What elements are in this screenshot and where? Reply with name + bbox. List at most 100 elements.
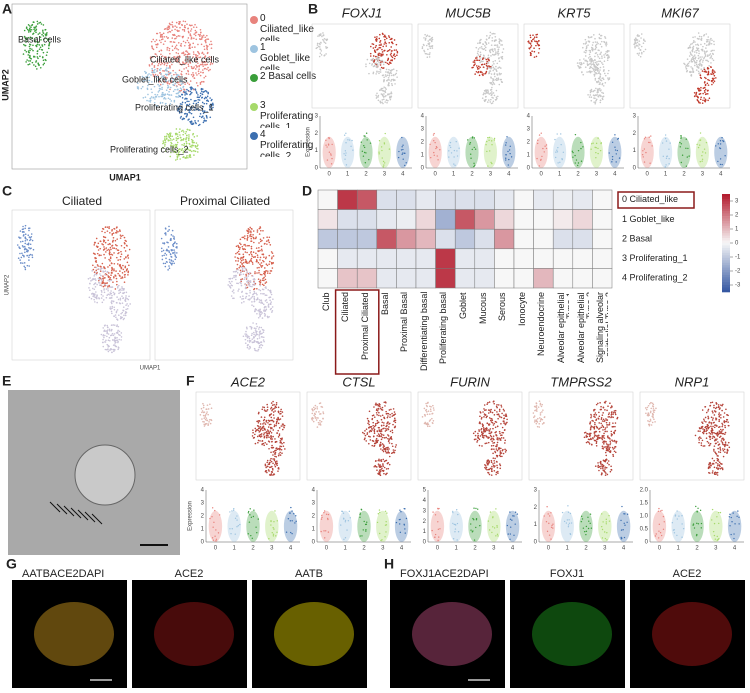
column-label: Alveolar epithelial Type 1: [557, 292, 569, 372]
cell-dot: [371, 429, 373, 431]
heatmap-cell: [338, 190, 358, 210]
cell-dot: [112, 254, 114, 256]
cell-dot: [271, 473, 273, 475]
cell-dot: [176, 52, 178, 54]
cell-dot: [700, 139, 701, 140]
cell-dot: [116, 337, 118, 339]
cell-dot: [380, 71, 382, 73]
cell-dot: [607, 73, 609, 75]
cell-dot: [253, 332, 255, 334]
cell-dot: [251, 248, 253, 250]
cell-dot: [540, 160, 541, 161]
cell-dot: [258, 317, 260, 319]
cell-dot: [479, 62, 481, 64]
cell-dot: [691, 71, 693, 73]
cell-dot: [600, 74, 602, 76]
cell-dot: [363, 145, 364, 146]
cell-dot: [18, 236, 20, 238]
cell-dot: [115, 316, 117, 318]
cell-dot: [557, 133, 558, 134]
cell-dot: [583, 58, 585, 60]
cell-dot: [698, 53, 700, 55]
cell-dot: [326, 38, 328, 40]
cell-dot: [253, 279, 255, 281]
cell-dot: [325, 53, 327, 55]
cell-dot: [498, 53, 500, 55]
cell-dot: [696, 144, 697, 145]
cell-dot: [279, 427, 281, 429]
cell-dot: [261, 299, 263, 301]
cell-dot: [595, 66, 597, 68]
cell-dot: [164, 94, 166, 96]
cell-dot: [119, 270, 121, 272]
cell-dot: [250, 259, 252, 261]
cell-dot: [125, 295, 127, 297]
cell-dot: [111, 311, 113, 313]
cell-dot: [252, 275, 254, 277]
cell-dot: [259, 285, 261, 287]
cell-dot: [403, 159, 404, 160]
cell-dot: [273, 255, 275, 257]
cell-dot: [578, 150, 579, 151]
cell-dot: [505, 154, 506, 155]
cell-dot: [487, 165, 488, 166]
cell-dot: [393, 55, 395, 57]
cell-dot: [641, 33, 643, 35]
cell-dot: [602, 92, 604, 94]
cell-dot: [640, 37, 642, 39]
cell-dot: [18, 257, 20, 259]
cell-dot: [43, 24, 45, 26]
cell-dot: [429, 39, 431, 41]
heatmap-cell: [553, 268, 573, 288]
cell-dot: [683, 63, 685, 65]
cell-dot: [322, 418, 324, 420]
cell-dot: [580, 148, 581, 149]
heatmap-cell: [357, 190, 377, 210]
cell-dot: [345, 150, 346, 151]
cell-dot: [699, 144, 700, 145]
cell-dot: [29, 25, 31, 27]
cell-dot: [209, 44, 211, 46]
cell-dot: [147, 85, 149, 87]
cell-dot: [124, 237, 126, 239]
cell-dot: [478, 54, 480, 56]
cell-dot: [258, 347, 260, 349]
cell-dot: [389, 74, 391, 76]
cell-dot: [166, 254, 168, 256]
cell-dot: [155, 96, 157, 98]
cell-dot: [268, 240, 270, 242]
cell-dot: [711, 84, 713, 86]
cell-dot: [349, 139, 350, 140]
cell-dot: [238, 288, 240, 290]
cell-dot: [185, 133, 187, 135]
cell-dot: [43, 64, 45, 66]
cell-dot: [189, 84, 191, 86]
cell-dot: [118, 326, 120, 328]
cell-dot: [197, 44, 199, 46]
cell-dot: [396, 44, 398, 46]
cell-dot: [700, 68, 702, 70]
cell-dot: [199, 124, 201, 126]
cell-dot: [311, 408, 313, 410]
cell-dot: [111, 306, 113, 308]
cell-dot: [266, 263, 268, 265]
cell-dot: [256, 326, 258, 328]
cell-dot: [232, 291, 234, 293]
cell-dot: [394, 56, 396, 58]
cell-dot: [317, 35, 319, 37]
cell-dot: [381, 146, 382, 147]
cell-dot: [172, 252, 174, 254]
cell-dot: [699, 93, 701, 95]
cell-dot: [533, 47, 535, 49]
cell-dot: [27, 64, 29, 66]
cell-dot: [276, 532, 277, 533]
cell-dot: [429, 144, 430, 145]
cell-dot: [274, 426, 276, 428]
cell-dot: [380, 102, 382, 104]
cell-dot: [46, 51, 48, 53]
cell-dot: [157, 94, 159, 96]
cell-dot: [645, 152, 646, 153]
cell-dot: [116, 238, 118, 240]
cell-dot: [23, 231, 25, 233]
cell-dot: [600, 100, 602, 102]
